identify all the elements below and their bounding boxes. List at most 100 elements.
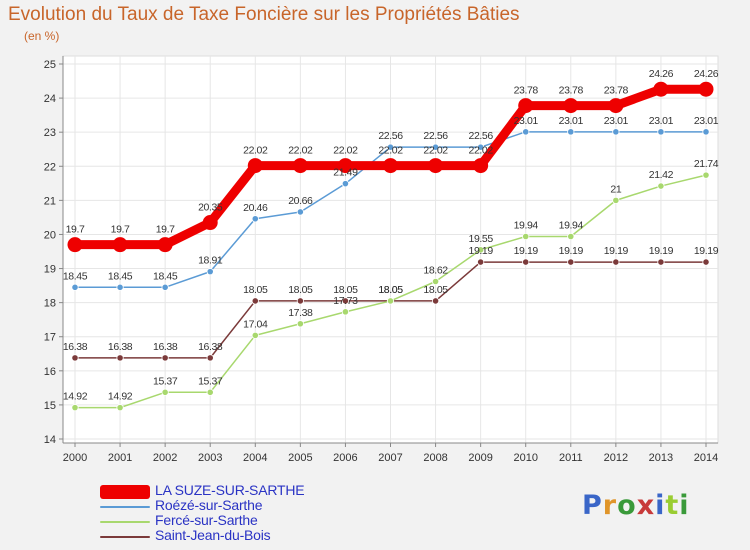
data-point	[698, 81, 714, 97]
legend-swatch	[100, 505, 150, 508]
y-tick-label: 23	[44, 127, 56, 139]
legend-swatch	[100, 484, 150, 499]
data-label: 19.7	[111, 224, 130, 236]
data-point	[71, 404, 79, 412]
x-tick-label: 2004	[243, 452, 267, 464]
data-label: 24.26	[694, 68, 719, 80]
data-label: 22.56	[423, 130, 448, 142]
x-tick-label: 2005	[288, 452, 312, 464]
y-tick-label: 22	[44, 161, 56, 173]
legend-item[interactable]: Saint-Jean-du-Bois	[100, 527, 400, 544]
logo-letter: i	[655, 490, 666, 521]
data-point	[67, 237, 83, 253]
data-point	[247, 158, 263, 174]
data-label: 23.78	[604, 85, 629, 97]
data-point	[522, 232, 530, 241]
y-tick-label: 18	[44, 298, 56, 310]
data-point	[612, 128, 620, 136]
legend-item[interactable]: Roézé-sur-Sarthe	[100, 497, 400, 514]
data-point	[477, 258, 485, 266]
data-point	[251, 331, 259, 339]
data-label: 22.02	[288, 145, 313, 157]
data-label: 19.19	[469, 245, 494, 257]
x-tick-label: 2006	[333, 452, 357, 464]
data-label: 22.02	[378, 145, 403, 157]
data-label: 22.02	[333, 145, 358, 157]
data-point	[657, 128, 665, 136]
data-label: 23.01	[604, 115, 629, 127]
data-label: 17.73	[333, 295, 358, 307]
proxiti-logo: Proxiti	[582, 490, 690, 521]
data-point	[161, 283, 169, 291]
legend-item[interactable]: LA SUZE-SUR-SARTHE	[100, 482, 400, 499]
y-tick-label: 19	[44, 264, 56, 276]
data-label: 16.38	[63, 341, 88, 353]
data-point	[296, 208, 304, 216]
data-label: 18.05	[423, 284, 448, 296]
y-tick-label: 14	[44, 434, 56, 446]
data-label: 14.92	[63, 391, 88, 403]
data-label: 18.05	[288, 284, 313, 296]
logo-letter: P	[582, 490, 603, 521]
data-point	[612, 258, 620, 266]
legend-item[interactable]: Fercé-sur-Sarthe	[100, 512, 400, 529]
data-label: 23.01	[559, 115, 584, 127]
data-point	[653, 81, 669, 97]
data-point	[702, 258, 710, 266]
y-tick-label: 17	[44, 332, 56, 344]
x-tick-label: 2007	[378, 452, 402, 464]
x-tick-label: 2013	[649, 452, 673, 464]
data-point	[296, 297, 304, 305]
logo-letter: x	[636, 490, 656, 521]
x-tick-label: 2009	[468, 452, 492, 464]
data-label: 21.49	[333, 167, 358, 179]
data-point	[341, 308, 350, 316]
data-label: 14.92	[108, 391, 133, 403]
data-label: 19.94	[514, 220, 539, 232]
data-point	[567, 258, 575, 266]
data-label: 18.05	[378, 284, 403, 296]
data-point	[341, 297, 350, 305]
data-point	[116, 354, 124, 362]
data-label: 19.19	[649, 245, 674, 257]
legend-label: LA SUZE-SUR-SARTHE	[155, 482, 305, 498]
data-label: 23.78	[559, 85, 584, 97]
x-tick-label: 2010	[513, 452, 537, 464]
data-point	[251, 215, 259, 223]
data-label: 19.7	[156, 224, 175, 236]
data-label: 21	[610, 183, 621, 195]
chart-title: Evolution du Taux de Taxe Foncière sur l…	[8, 4, 520, 25]
data-point	[657, 258, 665, 266]
data-point	[383, 158, 398, 174]
data-point	[612, 196, 620, 204]
y-tick-label: 25	[44, 59, 56, 71]
data-label: 23.01	[649, 115, 674, 127]
data-label: 16.38	[108, 341, 133, 353]
data-point	[161, 354, 169, 362]
data-label: 22.56	[469, 130, 494, 142]
data-label: 22.02	[423, 145, 448, 157]
logo-letter: i	[679, 490, 690, 521]
x-tick-label: 2000	[63, 452, 87, 464]
data-point	[292, 158, 308, 174]
data-point	[206, 388, 214, 396]
data-label: 22.56	[378, 130, 403, 142]
data-point	[386, 297, 395, 305]
data-label: 19.94	[559, 220, 584, 232]
x-tick-label: 2011	[559, 452, 583, 464]
data-label: 19.7	[66, 224, 85, 236]
logo-letter: t	[665, 490, 680, 521]
data-label: 19.19	[514, 245, 539, 257]
data-point	[522, 258, 530, 266]
data-point	[202, 215, 218, 231]
data-label: 15.37	[198, 375, 223, 387]
data-label: 18.45	[108, 270, 133, 282]
x-tick-label: 2008	[423, 452, 447, 464]
data-label: 15.37	[153, 375, 178, 387]
data-point	[657, 182, 665, 190]
data-point	[702, 128, 710, 136]
data-point	[702, 171, 710, 179]
legend-label: Fercé-sur-Sarthe	[155, 512, 258, 528]
data-label: 18.05	[243, 284, 268, 296]
